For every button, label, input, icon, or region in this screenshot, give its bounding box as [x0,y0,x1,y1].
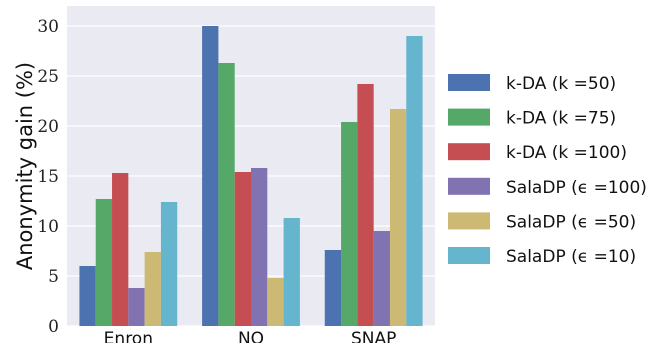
legend-swatch [448,212,490,230]
legend-swatch [448,247,490,264]
y-tick-label: 15 [37,167,59,187]
bar [373,231,390,326]
y-tick-label: 30 [37,17,59,37]
y-tick-label: 10 [37,217,59,237]
legend-entry-label: k-DA (k =75) [506,109,616,129]
bar [267,278,284,326]
bar [144,252,161,326]
legend-entry-label: SalaDP (ϵ =10) [506,247,636,267]
y-tick-label: 0 [48,317,59,337]
legend-swatch [448,177,490,195]
x-category-label: Enron [104,329,153,343]
bar [324,250,342,326]
bar [79,266,96,326]
bar [202,26,219,326]
bar [234,172,251,326]
x-axis-ticks: Enron NO SNAP [104,329,397,343]
y-tick-label: 5 [48,267,59,287]
y-tick-label: 20 [37,117,59,137]
legend-entry-label: SalaDP (ϵ =100) [506,178,647,198]
bar [112,173,129,326]
bar [128,288,145,326]
bar [160,202,178,326]
legend: k-DA (k =50) k-DA (k =75) k-DA (k =100) Sal… [448,74,647,267]
legend-entry-label: k-DA (k =50) [506,74,616,94]
bar [341,122,358,326]
x-category-label: SNAP [351,329,396,343]
legend-swatch [448,143,490,161]
bar [283,218,300,326]
y-tick-label: 25 [37,67,59,87]
bar [218,63,235,326]
legend-entry-label: SalaDP (ϵ =50) [506,212,636,232]
y-axis-ticks: 0 5 10 15 20 25 30 [37,17,59,337]
y-axis-label: Anonymity gain (%) [13,62,37,270]
legend-swatch [448,74,490,91]
legend-entry-label: k-DA (k =100) [506,143,627,163]
bar [95,199,113,326]
bar [389,109,407,326]
bar [251,168,268,326]
bars [79,26,423,326]
x-category-label: NO [238,329,264,343]
bar [406,36,423,326]
legend-swatch [448,108,490,126]
bar [357,84,374,326]
